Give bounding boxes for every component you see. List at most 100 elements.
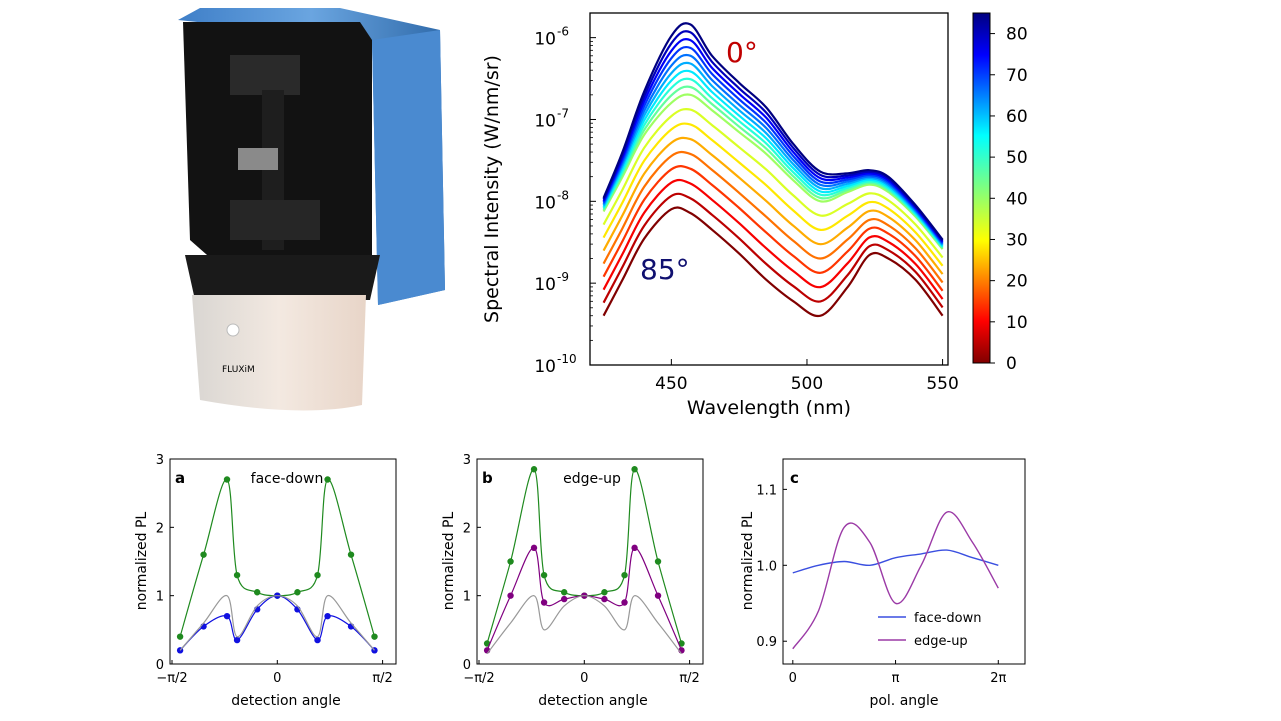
panel-a-data-point <box>347 551 355 558</box>
panel-c-y-tick-label: 1.0 <box>756 559 777 574</box>
main-x-tick-label: 450 <box>655 374 687 394</box>
panel-a-data-point <box>324 476 331 483</box>
panel-c-y-tick-label: 0.9 <box>756 635 777 650</box>
panel-b-y-tick-label: 0 <box>463 658 471 673</box>
panel-c-x-tick-label: 0 <box>789 671 797 686</box>
spectrum-line-70-deg <box>602 165 944 292</box>
panel-b-curves <box>483 466 685 655</box>
main-y-tick-exponent: -6 <box>557 25 569 39</box>
main-y-label: Spectral Intensity (W/nm/sr) <box>481 55 503 323</box>
panel-a-frame <box>169 458 397 665</box>
panel-c: c 0 π 2π 0.9 1.0 1.1 pol. angle normalized PL… <box>740 458 1026 709</box>
spectrum-line-75-deg <box>602 178 944 300</box>
panel-b-data-point <box>540 599 548 606</box>
colorbar-tick-label: 80 <box>1006 25 1028 45</box>
panel-b-x-tick-label: 0 <box>580 671 588 686</box>
panel-a-data-point <box>233 636 241 644</box>
panel-b-y-label: normalized PL <box>441 512 457 611</box>
panel-b-data-point <box>507 558 514 565</box>
panel-b-data-point <box>560 595 568 603</box>
panel-b-data-point <box>601 595 608 603</box>
panel-a-data-point <box>253 589 261 596</box>
panel-b-data-point <box>654 558 662 565</box>
panel-a-x-tick-label: −π/2 <box>156 671 187 686</box>
spectrum-line-40-deg <box>602 85 944 249</box>
panel-b-data-point <box>631 466 638 473</box>
panel-b-series-line-0 <box>486 468 683 644</box>
panel-b-y-tick-label: 2 <box>463 521 471 536</box>
panel-b-data-point <box>621 571 628 579</box>
main-x-tick-label: 550 <box>926 374 958 394</box>
panel-a-y-tick-label: 1 <box>156 590 164 605</box>
panel-a-x-tick-label: 0 <box>273 671 281 686</box>
panel-c-letter: c <box>790 469 799 487</box>
panel-a-data-point <box>200 551 207 558</box>
panel-a-data-point <box>294 589 301 596</box>
colorbar-gradient <box>972 12 991 364</box>
spectrum-line-20-deg <box>602 53 944 245</box>
spectrum-line-85-deg <box>602 206 944 318</box>
spectrum-line-25-deg <box>602 61 944 246</box>
main-x-tick-label: 500 <box>791 374 823 394</box>
main-y-tick-label: 10 <box>534 30 556 50</box>
panel-c-curves <box>792 511 999 650</box>
panel-b-data-point <box>601 589 608 596</box>
colorbar-tick-label: 0 <box>1006 354 1017 374</box>
spectrum-line-55-deg <box>602 122 944 267</box>
spectrum-line-10-deg <box>602 38 944 243</box>
main-x-ticks: 450 500 550 <box>655 359 959 394</box>
panel-c-y-tick-label: 1.1 <box>756 483 777 498</box>
spectrum-line-5-deg <box>602 30 944 242</box>
panel-c-x-tick-label: π <box>892 671 900 686</box>
panel-b-series-line-2 <box>486 595 682 655</box>
panel-b-x-label: detection angle <box>538 693 647 709</box>
panel-b-data-point <box>654 592 662 599</box>
panel-a-series-line-2 <box>179 595 375 651</box>
panel-b-x-tick-label: π/2 <box>679 671 699 686</box>
panel-c-legend: face-down edge-up <box>878 611 981 649</box>
spectrum-line-80-deg <box>602 192 944 309</box>
main-y-tick-label: 10 <box>534 193 556 213</box>
panel-a-letter: a <box>175 469 185 487</box>
spectrum-line-45-deg <box>602 93 944 250</box>
main-y-tick-label: 10 <box>534 275 556 295</box>
colorbar-tick-label: 10 <box>1006 313 1028 333</box>
panel-b-data-point <box>631 544 638 552</box>
spectral-curves <box>602 22 944 318</box>
panel-b-y-tick-label: 1 <box>463 590 471 605</box>
panel-a-title: face-down <box>251 471 324 487</box>
panel-b-x-tick-label: −π/2 <box>463 671 494 686</box>
panel-a-series-line-1 <box>179 595 375 651</box>
spectrum-line-30-deg <box>602 69 944 247</box>
panel-b-data-point <box>507 592 514 599</box>
panel-a-data-point <box>324 612 331 620</box>
panel-a-data-point <box>314 571 321 579</box>
colorbar-ticks: 0 10 20 30 40 50 60 70 80 <box>990 25 1028 374</box>
annotation-0-degrees: 0° <box>726 36 758 69</box>
annotation-85-degrees: 85° <box>640 253 690 286</box>
panel-b-data-point <box>530 544 538 552</box>
spectrum-line-60-deg <box>602 136 944 275</box>
spectrum-line-65-deg <box>602 150 944 284</box>
colorbar-tick-label: 60 <box>1006 107 1028 127</box>
colorbar-tick-label: 50 <box>1006 148 1028 168</box>
panel-b-series-line-1 <box>486 547 683 651</box>
spectrum-line-50-deg <box>602 107 944 259</box>
panel-a-data-point <box>233 571 241 579</box>
colorbar-tick-label: 40 <box>1006 189 1028 209</box>
panel-c-frame <box>782 458 1026 665</box>
colorbar-tick-label: 30 <box>1006 230 1028 250</box>
panel-a-data-point <box>314 636 321 644</box>
panel-c-series-line-1 <box>792 511 999 650</box>
main-y-tick-exponent: -8 <box>557 188 569 202</box>
fluxim-logo: FLUXiM <box>222 365 255 375</box>
spectrum-line-0-deg <box>602 22 944 241</box>
panel-c-x-label: pol. angle <box>869 693 938 709</box>
panel-c-ticks: 0 π 2π 0.9 1.0 1.1 <box>756 483 1006 686</box>
panel-a-y-tick-label: 0 <box>156 658 164 673</box>
